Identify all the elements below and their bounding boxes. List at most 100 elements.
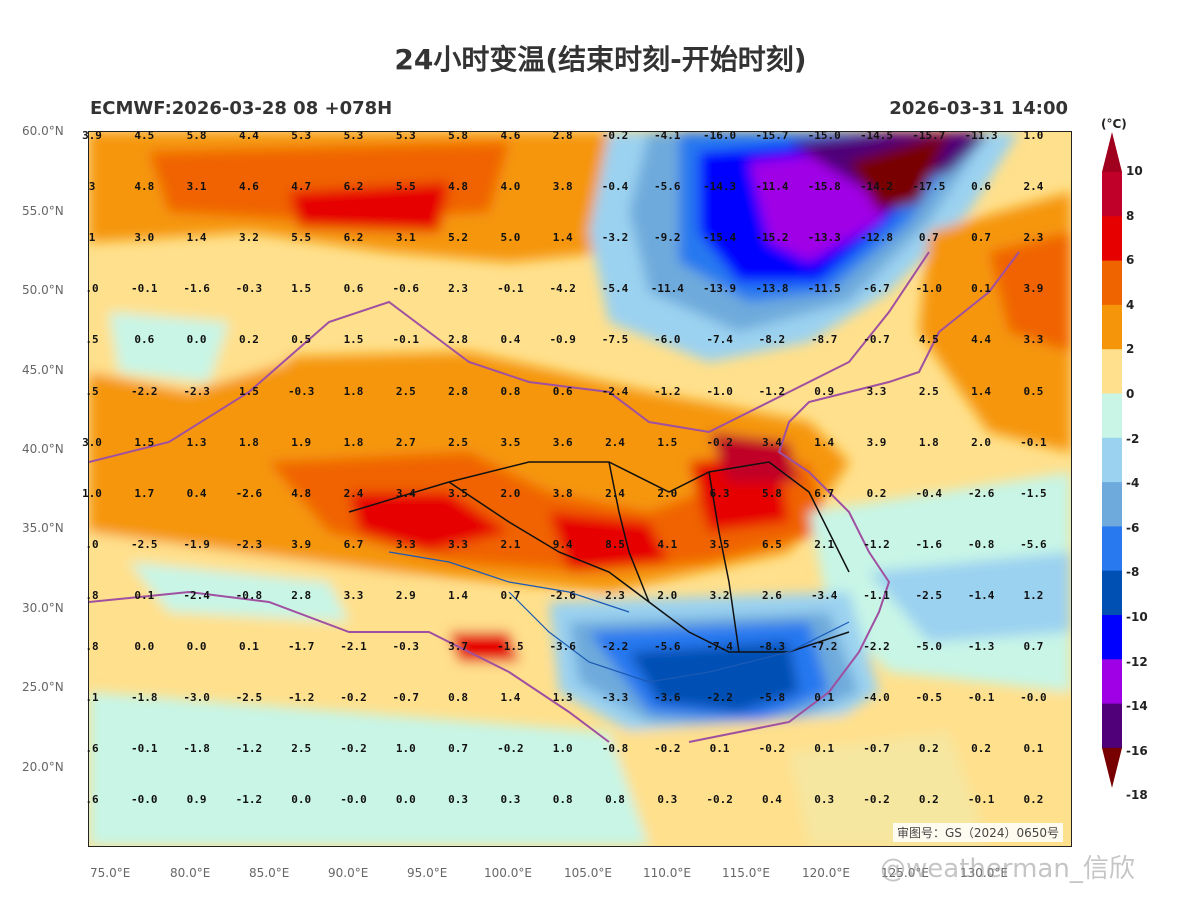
grid-value: 1.5 xyxy=(657,435,678,449)
grid-value: 4.0 xyxy=(500,180,521,194)
grid-value: -0.1 xyxy=(967,793,995,807)
grid-value: -1.6 xyxy=(183,282,210,296)
grid-value: 0.4 xyxy=(761,793,782,807)
grid-value: 0.1 xyxy=(134,588,155,602)
grid-value: 2.3 xyxy=(1023,231,1044,245)
grid-value: -0.5 xyxy=(915,691,943,705)
colorbar-tick-label: -10 xyxy=(1126,610,1148,624)
grid-value: -13.9 xyxy=(703,282,737,296)
grid-value: 3.9 xyxy=(866,435,887,449)
grid-value: -1.6 xyxy=(915,537,943,551)
colorbar-tick-label: -4 xyxy=(1126,476,1140,491)
grid-value: 2.5 xyxy=(918,384,939,398)
grid-value: 0.3 xyxy=(448,793,469,807)
grid-value: 1.3 xyxy=(552,691,573,705)
colorbar-tick-label: -8 xyxy=(1126,565,1140,580)
grid-value: -1.2 xyxy=(758,384,786,398)
lon-label: 110.0°E xyxy=(643,866,691,880)
grid-value: -3.6 xyxy=(654,691,681,705)
grid-value: -7.4 xyxy=(706,640,733,653)
lon-label: 115.0°E xyxy=(722,866,770,880)
grid-value: -2.2 xyxy=(863,640,890,653)
grid-value: -0.0 xyxy=(340,793,367,807)
grid-value: -0.2 xyxy=(340,691,367,705)
grid-value: 5.3 xyxy=(395,129,416,142)
grid-value: -11.3 xyxy=(964,129,998,142)
grid-value: -0.2 xyxy=(706,793,733,807)
grid-value: -5.6 xyxy=(654,180,681,194)
grid-value: -1.0 xyxy=(915,282,943,296)
grid-value: 2.4 xyxy=(605,435,625,449)
grid-value: .0 xyxy=(85,537,99,551)
grid-value: -1.1 xyxy=(863,588,890,602)
grid-value: 5.3 xyxy=(291,129,312,142)
grid-value: 0.8 xyxy=(448,691,469,705)
grid-value: 1.2 xyxy=(1023,588,1044,602)
colorbar-swatch xyxy=(1102,570,1122,616)
grid-value: -0.4 xyxy=(915,486,943,500)
grid-value: -0.1 xyxy=(497,282,524,296)
grid-value: 0.6 xyxy=(343,282,364,296)
grid-value: -2.3 xyxy=(183,384,210,398)
grid-value: -1.2 xyxy=(235,742,263,756)
colorbar-unit: (°C) xyxy=(1101,117,1127,131)
grid-value: -1.2 xyxy=(235,793,263,807)
colorbar-tick-label: -12 xyxy=(1126,654,1148,669)
grid-value: 3.5 xyxy=(500,435,521,449)
grid-value: 5.8 xyxy=(448,129,469,142)
grid-value: 1.4 xyxy=(500,691,521,705)
grid-value: 2.8 xyxy=(448,384,469,398)
grid-value: 0.5 xyxy=(1023,384,1044,398)
grid-value: -1.7 xyxy=(287,640,315,653)
grid-value: 2.0 xyxy=(657,588,678,602)
grid-value: 3.9 xyxy=(291,537,312,551)
grid-value: 3 xyxy=(88,180,96,194)
grid-value: 2.1 xyxy=(814,537,835,551)
grid-value: -15.8 xyxy=(807,180,841,194)
map-area[interactable]: 审图号：GS（2024）0650号 xyxy=(88,131,1072,847)
grid-value: 0.7 xyxy=(448,742,469,756)
colorbar-swatch xyxy=(1102,349,1122,394)
colorbar-tick-label: -2 xyxy=(1126,431,1140,446)
lon-label: 95.0°E xyxy=(407,866,448,880)
lon-label: 75.0°E xyxy=(90,866,131,880)
grid-value: 2.0 xyxy=(971,435,992,449)
grid-value: -1.2 xyxy=(863,537,890,551)
grid-value: 1.8 xyxy=(343,435,364,449)
grid-value: 0.4 xyxy=(500,333,521,347)
grid-value: -0.2 xyxy=(497,742,524,756)
grid-value: -17.5 xyxy=(912,180,946,194)
grid-value: -0.1 xyxy=(131,742,158,756)
grid-value: 3.5 xyxy=(448,486,469,500)
grid-value: 4.4 xyxy=(971,333,992,347)
grid-value: -14.2 xyxy=(859,180,894,194)
grid-value: 1.5 xyxy=(134,435,155,449)
grid-value: 0.0 xyxy=(395,793,416,807)
grid-value: .8 xyxy=(85,588,99,602)
grid-value: -13.3 xyxy=(807,231,841,245)
grid-value: -6.7 xyxy=(863,282,890,296)
grid-value: -16.0 xyxy=(703,129,737,142)
grid-value: -2.2 xyxy=(706,691,733,705)
grid-value: 2.8 xyxy=(291,588,312,602)
lon-label: 125.0°E xyxy=(881,866,929,880)
grid-value: -5.4 xyxy=(601,282,629,296)
grid-value: -12.8 xyxy=(859,231,894,245)
grid-value: -7.2 xyxy=(810,640,838,653)
grid-value: 2.5 xyxy=(395,384,416,398)
grid-value: 6.5 xyxy=(761,537,782,551)
grid-value: -7.5 xyxy=(601,333,629,347)
grid-value: .5 xyxy=(85,333,99,347)
grid-value: 0.2 xyxy=(238,333,259,347)
colorbar-tick-label: 10 xyxy=(1126,164,1143,178)
grid-value: 0.1 xyxy=(238,640,259,653)
grid-value: 2.0 xyxy=(500,486,521,500)
grid-value: -5.8 xyxy=(758,691,786,705)
grid-value: -0.7 xyxy=(863,333,890,347)
grid-value: 1.8 xyxy=(918,435,939,449)
grid-value: -11.5 xyxy=(807,282,841,296)
colorbar-tick-label: -6 xyxy=(1126,520,1140,535)
grid-value: -8.3 xyxy=(758,640,786,653)
grid-value: 4.5 xyxy=(134,129,155,142)
grid-value: 2.0 xyxy=(657,486,678,500)
